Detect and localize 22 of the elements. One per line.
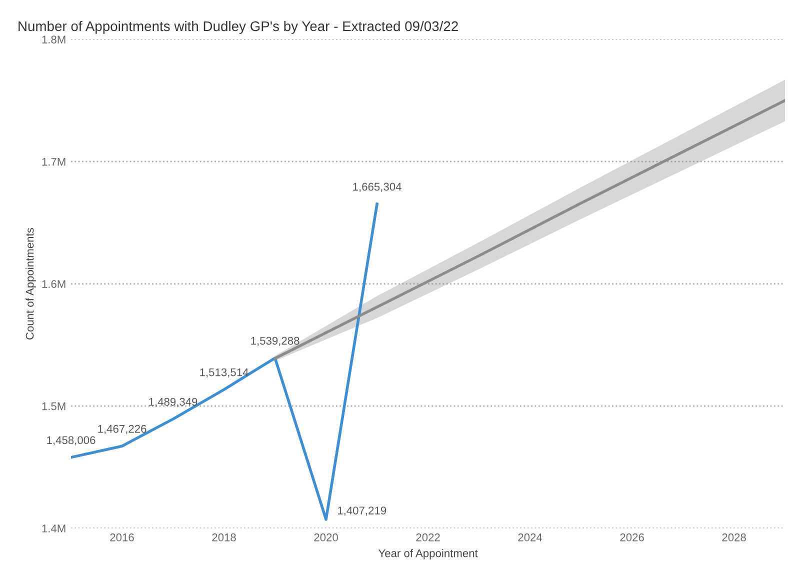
data-label: 1,407,219 xyxy=(338,506,386,516)
x-tick-label: 2024 xyxy=(518,533,542,542)
data-label: 1,513,514 xyxy=(200,368,248,378)
data-label: 1,489,349 xyxy=(149,398,198,408)
x-tick-label: 2028 xyxy=(722,533,746,542)
x-tick-label: 2020 xyxy=(314,533,338,542)
y-tick-label: 1.6M xyxy=(42,280,66,288)
y-axis-title: Count of Appointments xyxy=(26,228,36,340)
data-label: 1,539,288 xyxy=(251,336,300,346)
y-tick-label: 1.7M xyxy=(42,158,66,166)
data-label: 1,467,226 xyxy=(98,424,146,434)
x-tick-label: 2022 xyxy=(416,533,440,542)
chart-title: Number of Appointments with Dudley GP's by Year - Extracted 09/03/22 xyxy=(18,20,458,34)
x-tick-label: 2016 xyxy=(110,533,134,542)
x-tick-label: 2026 xyxy=(620,533,644,542)
x-tick-label: 2018 xyxy=(212,533,236,542)
data-label: 1,458,006 xyxy=(47,436,96,446)
y-tick-label: 1.8M xyxy=(42,36,66,44)
y-tick-label: 1.5M xyxy=(42,402,66,410)
x-axis-title: Year of Appointment xyxy=(378,549,478,560)
y-tick-label: 1.4M xyxy=(42,524,66,532)
data-label: 1,665,304 xyxy=(353,182,402,192)
